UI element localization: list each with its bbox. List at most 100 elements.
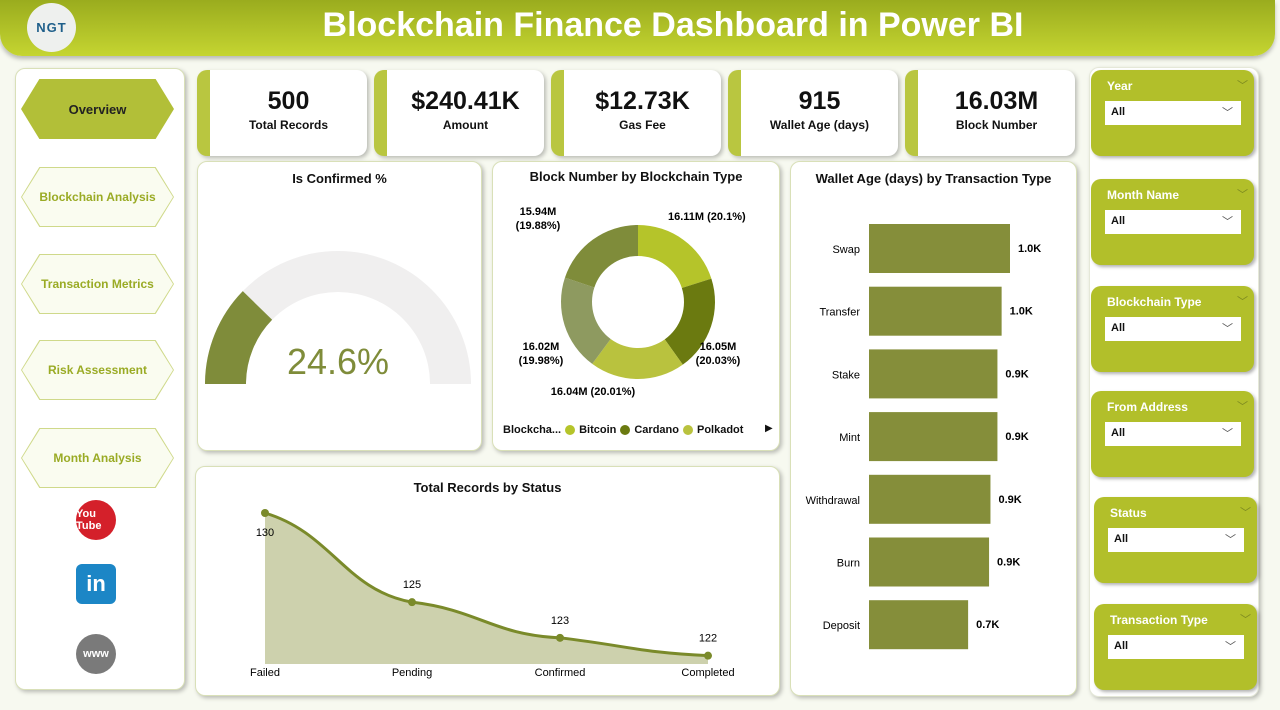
slice-label: 16.02M [523, 341, 560, 353]
donut-slice [561, 277, 611, 364]
bar [869, 537, 990, 587]
gauge-card: Is Confirmed % 24.6% [197, 161, 482, 451]
slicer-year: Year ﹀ All ﹀ [1091, 70, 1254, 156]
slicer-panel [1089, 67, 1259, 697]
gauge-track [205, 251, 471, 384]
bar-category-label: Deposit [823, 620, 860, 632]
x-tick-label: Pending [392, 667, 432, 679]
chevron-down-icon: ﹀ [1225, 534, 1236, 546]
data-label: 122 [699, 633, 717, 645]
donut-title: Block Number by Blockchain Type [529, 169, 743, 184]
slicer-dropdown[interactable]: All ﹀ [1105, 422, 1241, 446]
slice-label: (20.03%) [696, 355, 741, 367]
bar-data-label: 0.9K [998, 494, 1021, 506]
slicer-value: All [1111, 106, 1126, 118]
page-title: Blockchain Finance Dashboard in Power BI [322, 6, 1024, 44]
area-fill [265, 513, 708, 664]
x-tick-label: Completed [681, 667, 734, 679]
bar [869, 349, 998, 399]
area-title: Total Records by Status [413, 480, 562, 495]
nav-month-analysis[interactable]: Month Analysis [21, 428, 174, 488]
donut-slice [664, 278, 715, 365]
legend-cardano[interactable]: Cardano [634, 424, 679, 436]
donut-slice [638, 225, 712, 289]
slicer-title: Year [1107, 79, 1133, 93]
slicer-status: Status ﹀ All ﹀ [1094, 497, 1257, 583]
slice-label: 16.04M (20.01%) [551, 386, 636, 398]
legend-marker [565, 425, 576, 435]
kpi-amount: $240.41K Amount [374, 70, 544, 156]
chevron-down-icon: ﹀ [1222, 216, 1233, 228]
bar-category-label: Transfer [819, 307, 860, 319]
legend-bitcoin[interactable]: Bitcoin [579, 424, 617, 436]
x-tick-label: Confirmed [535, 667, 586, 679]
slicer-dropdown[interactable]: All ﹀ [1105, 101, 1241, 125]
bar [869, 286, 1002, 336]
x-tick-label: Failed [250, 667, 280, 679]
slicer-month-name: Month Name ﹀ All ﹀ [1091, 179, 1254, 265]
slicer-transaction-type: Transaction Type ﹀ All ﹀ [1094, 604, 1257, 690]
chevron-down-icon[interactable]: ﹀ [1237, 401, 1248, 413]
slicer-from-address: From Address ﹀ All ﹀ [1091, 391, 1254, 477]
data-label: 130 [256, 527, 274, 539]
header-bar: NGT Blockchain Finance Dashboard in Powe… [0, 0, 1275, 56]
slice-label: 16.11M (20.1%) [668, 211, 746, 223]
slice-label: 16.05M [700, 341, 737, 353]
slicer-title: Transaction Type [1110, 613, 1208, 627]
chevron-down-icon[interactable]: ﹀ [1237, 189, 1248, 201]
bar-data-label: 1.0K [1018, 243, 1041, 255]
chevron-down-icon: ﹀ [1222, 107, 1233, 119]
bar [869, 474, 991, 524]
youtube-icon[interactable]: You Tube [76, 500, 116, 540]
slicer-value: All [1111, 215, 1126, 227]
nav-risk-assessment[interactable]: Risk Assessment [21, 340, 174, 400]
legend-next-arrow-icon[interactable]: ▶ [765, 423, 773, 434]
bar-category-label: Swap [832, 244, 860, 256]
donut-legend: Blockcha... Bitcoin Cardano Polkadot [503, 424, 743, 436]
bar-data-label: 0.9K [1005, 431, 1028, 443]
data-point [556, 633, 564, 642]
bar-card: Wallet Age (days) by Transaction Type Sw… [790, 161, 1077, 696]
bar-category-label: Burn [837, 558, 860, 570]
area-card: Total Records by Status 130 Failed 125 Pend… [195, 466, 780, 696]
donut-slice [564, 225, 638, 288]
kpi-wallet-age: 915 Wallet Age (days) [728, 70, 898, 156]
kpi-gas-fee: $12.73K Gas Fee [551, 70, 721, 156]
legend-title: Blockcha... [503, 424, 562, 436]
bar-category-label: Stake [832, 369, 860, 381]
gauge-fill [205, 291, 273, 384]
data-point [408, 598, 416, 607]
chevron-down-icon[interactable]: ﹀ [1240, 507, 1251, 519]
data-label: 125 [403, 579, 421, 591]
bar-category-label: Withdrawal [806, 495, 860, 507]
legend-polkadot[interactable]: Polkadot [696, 424, 744, 436]
chevron-down-icon: ﹀ [1222, 323, 1233, 335]
bar-category-label: Mint [839, 432, 860, 444]
chevron-down-icon[interactable]: ﹀ [1237, 80, 1248, 92]
logo: NGT [27, 3, 76, 52]
chevron-down-icon[interactable]: ﹀ [1237, 296, 1248, 308]
slicer-title: Blockchain Type [1107, 295, 1202, 309]
chevron-down-icon: ﹀ [1225, 641, 1236, 653]
slicer-value: All [1114, 533, 1129, 545]
linkedin-icon[interactable]: in [76, 564, 116, 604]
globe-icon[interactable]: www [76, 634, 116, 674]
chevron-down-icon[interactable]: ﹀ [1240, 614, 1251, 626]
slicer-dropdown[interactable]: All ﹀ [1105, 317, 1241, 341]
slicer-dropdown[interactable]: All ﹀ [1108, 635, 1244, 659]
donut-slice [592, 338, 683, 379]
legend-marker [682, 425, 693, 435]
bar-data-label: 0.7K [976, 619, 999, 631]
chevron-down-icon: ﹀ [1222, 428, 1233, 440]
nav-overview[interactable]: Overview [21, 79, 174, 139]
nav-blockchain-analysis[interactable]: Blockchain Analysis [21, 167, 174, 227]
data-label: 123 [551, 615, 569, 627]
legend-marker [620, 425, 631, 435]
slicer-title: From Address [1107, 400, 1188, 414]
nav-transaction-metrics[interactable]: Transaction Metrics [21, 254, 174, 314]
slicer-dropdown[interactable]: All ﹀ [1105, 210, 1241, 234]
slicer-dropdown[interactable]: All ﹀ [1108, 528, 1244, 552]
bar [869, 412, 998, 462]
data-point [261, 509, 269, 517]
slicer-value: All [1111, 322, 1126, 334]
